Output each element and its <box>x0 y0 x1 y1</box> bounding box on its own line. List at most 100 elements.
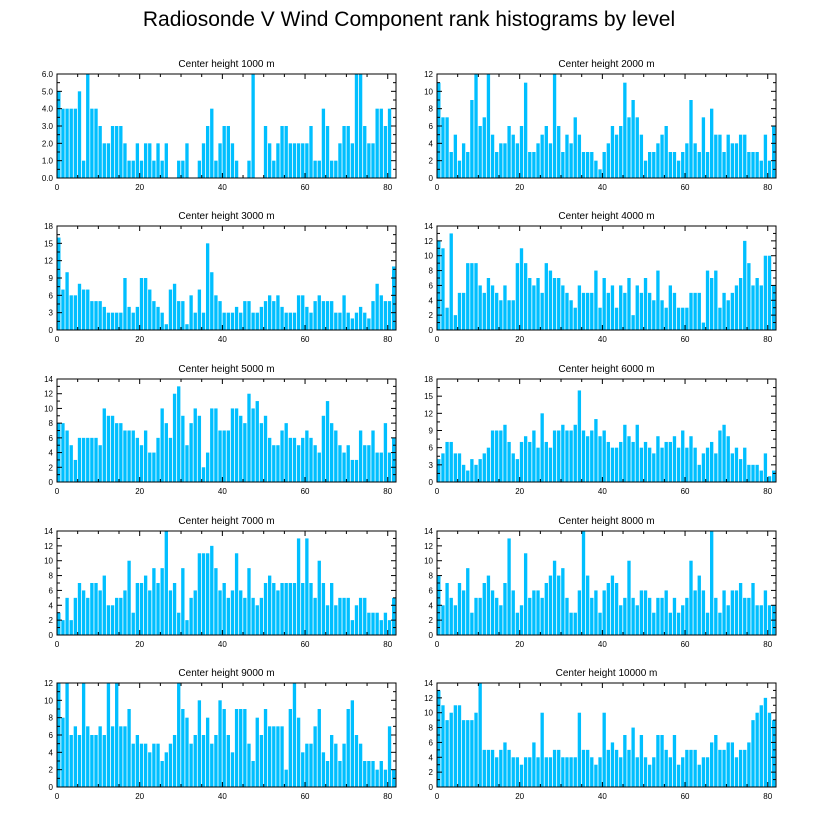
bar <box>251 408 255 482</box>
bar <box>321 752 326 787</box>
bar <box>276 143 280 178</box>
bar <box>65 597 69 635</box>
bar <box>565 757 569 787</box>
bar <box>61 620 65 635</box>
y-tick-label: 2 <box>49 766 54 775</box>
bar <box>69 295 73 330</box>
bar <box>259 597 264 635</box>
bar <box>148 143 152 178</box>
bar <box>747 464 751 482</box>
bar <box>284 312 288 330</box>
y-tick-label: 10 <box>44 696 53 705</box>
bar <box>230 312 235 330</box>
bar <box>371 612 375 635</box>
bar <box>751 464 755 482</box>
bar <box>664 126 668 178</box>
bar <box>738 134 743 178</box>
y-tick-label: 4 <box>429 753 434 762</box>
y-tick-label: 10 <box>424 87 433 96</box>
bar <box>247 393 251 482</box>
bar <box>317 160 321 178</box>
bar <box>747 152 751 178</box>
bar <box>557 430 561 482</box>
panel-title: Center height 5000 m <box>178 364 274 375</box>
x-tick-label: 0 <box>55 487 60 496</box>
bar <box>354 74 359 178</box>
bar <box>131 612 135 635</box>
bar <box>519 605 524 635</box>
bar <box>573 307 577 330</box>
x-tick-label: 40 <box>598 640 607 649</box>
bar <box>606 143 610 178</box>
bar <box>110 605 115 635</box>
bar <box>123 143 127 178</box>
bar <box>280 126 284 178</box>
bar <box>86 726 90 787</box>
bar <box>81 437 86 482</box>
bar <box>710 441 714 482</box>
bar <box>338 143 342 178</box>
bar <box>482 117 486 178</box>
bar <box>218 143 222 178</box>
bar <box>189 295 193 330</box>
bar <box>379 295 383 330</box>
bar <box>577 285 582 330</box>
bar <box>511 453 515 482</box>
bar <box>181 568 185 635</box>
bar <box>631 441 635 482</box>
bar <box>445 583 449 635</box>
y-tick-label: 2 <box>429 768 434 777</box>
bar <box>379 620 383 635</box>
bar <box>598 169 602 178</box>
y-tick-label: 0 <box>49 326 54 335</box>
bar <box>255 605 259 635</box>
x-tick-label: 20 <box>135 487 144 496</box>
y-tick-label: 10 <box>44 404 53 413</box>
x-tick-label: 40 <box>218 640 227 649</box>
bar <box>759 285 763 330</box>
bar <box>127 709 131 787</box>
bar <box>478 285 482 330</box>
x-tick-label: 0 <box>435 487 440 496</box>
bar <box>718 749 722 787</box>
bar <box>689 436 693 482</box>
bar <box>230 590 235 635</box>
bar <box>73 726 78 787</box>
bar <box>693 292 697 330</box>
bar <box>387 452 392 482</box>
bar <box>685 307 689 330</box>
bar <box>77 91 82 178</box>
bar <box>623 735 627 787</box>
bar <box>590 597 594 635</box>
bar <box>639 134 644 178</box>
bar <box>77 283 82 330</box>
bar <box>449 441 453 482</box>
bar <box>664 749 668 787</box>
bar <box>676 160 681 178</box>
bar <box>532 152 536 178</box>
x-tick-label: 60 <box>681 487 690 496</box>
bar <box>110 415 115 482</box>
bar <box>135 735 140 787</box>
bar <box>701 757 706 787</box>
bar <box>288 437 292 482</box>
y-tick-label: 4 <box>49 449 54 458</box>
bar <box>81 160 86 178</box>
bar <box>552 560 557 635</box>
bar <box>346 597 350 635</box>
bar <box>230 408 235 482</box>
bar <box>557 575 561 635</box>
bar <box>94 301 98 330</box>
bar <box>495 757 499 787</box>
bar <box>718 430 722 482</box>
bar <box>73 108 78 178</box>
bar <box>536 278 540 330</box>
bar <box>181 301 185 330</box>
bar <box>705 270 710 330</box>
y-tick-label: 2 <box>49 463 54 472</box>
x-tick-label: 40 <box>218 487 227 496</box>
y-tick-label: 15 <box>424 392 433 401</box>
bar <box>296 717 301 787</box>
bar <box>457 583 462 635</box>
bar <box>619 605 623 635</box>
